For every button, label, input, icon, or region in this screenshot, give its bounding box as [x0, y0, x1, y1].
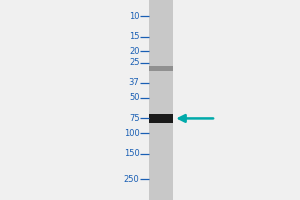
Text: 100: 100 [124, 129, 140, 138]
Text: 75: 75 [129, 114, 140, 123]
Text: 37: 37 [129, 78, 140, 87]
Text: 150: 150 [124, 149, 140, 158]
Bar [148, 114, 172, 123]
Text: 10: 10 [129, 12, 140, 21]
Text: 250: 250 [124, 175, 140, 184]
Text: 25: 25 [129, 58, 140, 67]
Bar [148, 66, 172, 71]
Bar [148, 0, 172, 200]
Text: 20: 20 [129, 47, 140, 56]
Text: 50: 50 [129, 93, 140, 102]
Text: 15: 15 [129, 32, 140, 41]
